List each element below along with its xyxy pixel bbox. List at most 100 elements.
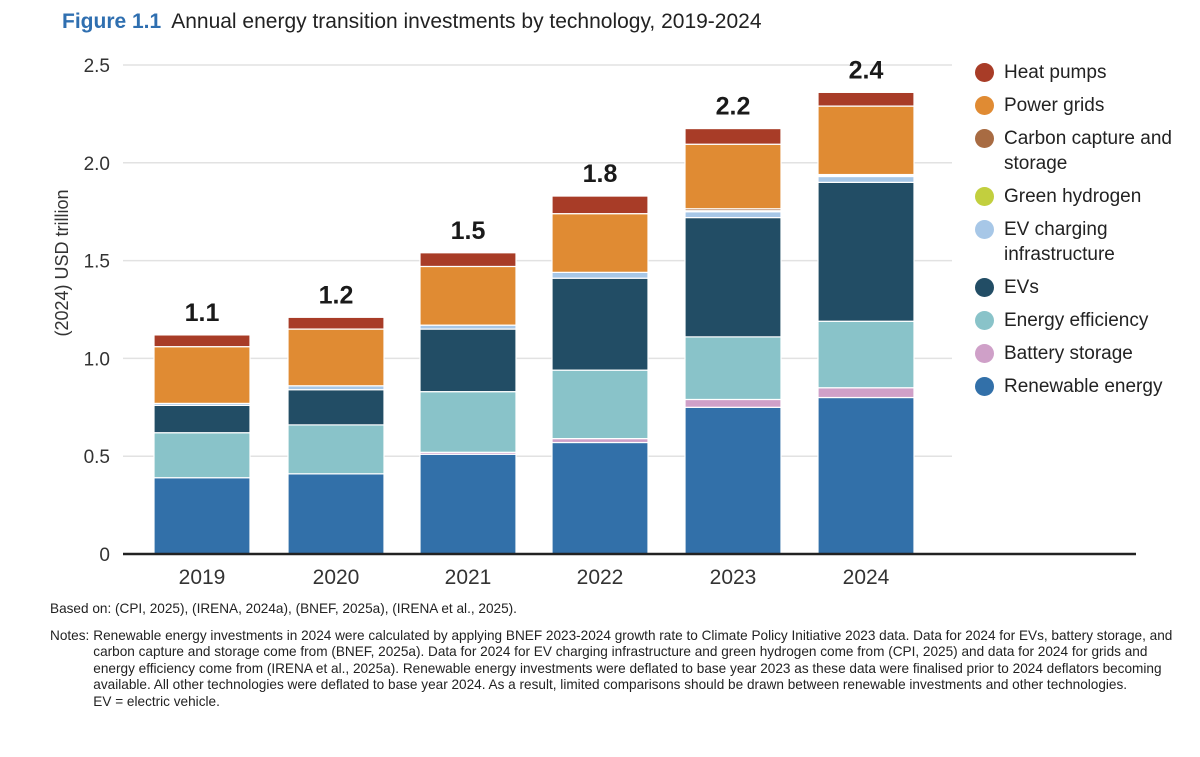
bar-segment-renewable-energy [551,441,649,555]
bars [153,91,915,555]
footer: Based on: (CPI, 2025), (IRENA, 2024a), (… [50,601,1190,710]
total-label: 1.1 [185,299,220,327]
x-tick-label: 2020 [313,566,360,589]
legend-swatch-icon [975,96,994,115]
total-label: 1.2 [319,281,354,309]
bar-segment-energy-efficiency [287,424,385,475]
legend-swatch-icon [975,187,994,206]
bar-segment-heat-pumps [817,91,915,107]
bar-segment-energy-efficiency [551,369,649,440]
bar-segment-heat-pumps [287,316,385,330]
bar-segment-ev-charging-infrastructure [551,271,649,279]
legend-label: EVs [1004,277,1039,298]
notes-label: Notes: [50,627,90,643]
x-tick-label: 2023 [710,566,757,589]
legend-swatch-icon [975,129,994,148]
bar-segment-battery-storage [684,398,782,408]
bar-segment-battery-storage [817,387,915,399]
x-axis-ticks: 2019 2020 2021 2022 2023 2024 [179,566,890,589]
legend-label: Battery storage [1004,343,1133,364]
legend-label: Green hydrogen [1004,186,1142,207]
bar-segment-power-grids [684,143,782,210]
bar-stack-2020 [287,316,385,555]
legend-item: EVs [975,275,1195,300]
y-tick-label: 0 [99,545,110,566]
bar-segment-energy-efficiency [419,391,517,453]
legend-swatch-icon [975,63,994,82]
total-label: 2.4 [849,56,884,84]
bar-stack-2019 [153,334,251,555]
bar-stack-2022 [551,195,649,555]
bar-stack-2024 [817,91,915,555]
bar-stack-2023 [684,127,782,555]
bar-segment-heat-pumps [419,252,517,268]
bar-segment-ev-charging-infrastructure [684,211,782,219]
bar-segment-renewable-energy [419,453,517,555]
bar-segment-renewable-energy [287,473,385,555]
legend-swatch-icon [975,377,994,396]
x-tick-label: 2024 [843,566,890,589]
bar-segment-ev-charging-infrastructure [817,175,915,183]
bar-segment-evs [684,216,782,338]
legend-swatch-icon [975,220,994,239]
bar-segment-heat-pumps [153,334,251,348]
bar-segment-evs [419,328,517,393]
bar-segment-power-grids [419,265,517,326]
legend-item: Battery storage [975,341,1195,366]
bar-segment-evs [551,277,649,371]
y-tick-label: 1.0 [84,349,110,370]
legend-item: Power grids [975,93,1195,118]
legend: Heat pumps Power grids Carbon capture and … [975,60,1195,407]
y-axis-label: (2024) USD trillion [52,189,72,336]
source-note: Based on: (CPI, 2025), (IRENA, 2024a), (… [50,601,517,616]
legend-item: Carbon capture and storage [975,126,1195,176]
chart-title: Annual energy transition investments by … [171,10,762,33]
legend-swatch-icon [975,278,994,297]
legend-item: Renewable energy [975,374,1195,399]
figure-number: Figure 1.1 [62,10,162,33]
y-tick-label: 0.5 [84,447,110,468]
bar-segment-energy-efficiency [684,336,782,401]
figure-title: Figure 1.1 Annual energy transition inves… [62,10,762,34]
legend-item: EV charging infrastructure [975,217,1195,267]
y-tick-label: 1.5 [84,252,110,273]
legend-label: EV charging infrastructure [1004,219,1115,265]
y-tick-label: 2.5 [84,56,110,77]
bar-segment-renewable-energy [684,406,782,555]
total-label: 2.2 [716,93,751,121]
legend-label: Heat pumps [1004,62,1107,83]
notes-text: Renewable energy investments in 2024 wer… [93,627,1173,693]
bar-segment-power-grids [287,328,385,387]
x-tick-label: 2021 [445,566,492,589]
bar-segment-power-grids [153,346,251,404]
y-tick-label: 2.0 [84,154,110,175]
abbreviation-note: EV = electric vehicle. [93,693,220,709]
x-tick-label: 2022 [577,566,624,589]
legend-label: Renewable energy [1004,376,1163,397]
notes: Notes: Renewable energy investments in 2… [50,628,1190,711]
stacked-bar-chart: 0 0.5 1.0 1.5 2.0 2.5 (2024) USD trillion 1.1… [52,56,1136,589]
bar-stack-2021 [419,252,517,555]
legend-label: Energy efficiency [1004,310,1149,331]
x-tick-label: 2019 [179,566,226,589]
y-axis-ticks: 0 0.5 1.0 1.5 2.0 2.5 [84,56,110,566]
bar-segment-renewable-energy [817,396,915,555]
total-labels: 1.1 1.2 1.5 1.8 2.2 2.4 [185,56,884,327]
bar-segment-evs [817,181,915,322]
bar-segment-heat-pumps [684,127,782,145]
bar-segment-energy-efficiency [153,432,251,479]
bar-segment-heat-pumps [551,195,649,215]
legend-swatch-icon [975,311,994,330]
legend-item: Green hydrogen [975,184,1195,209]
legend-label: Carbon capture and storage [1004,128,1172,174]
legend-label: Power grids [1004,95,1105,116]
bar-segment-renewable-energy [153,477,251,555]
legend-item: Heat pumps [975,60,1195,85]
legend-item: Energy efficiency [975,308,1195,333]
legend-swatch-icon [975,344,994,363]
total-label: 1.5 [451,217,486,245]
bar-segment-evs [153,404,251,434]
total-label: 1.8 [583,160,618,188]
bar-segment-power-grids [551,213,649,273]
bar-segment-evs [287,389,385,426]
